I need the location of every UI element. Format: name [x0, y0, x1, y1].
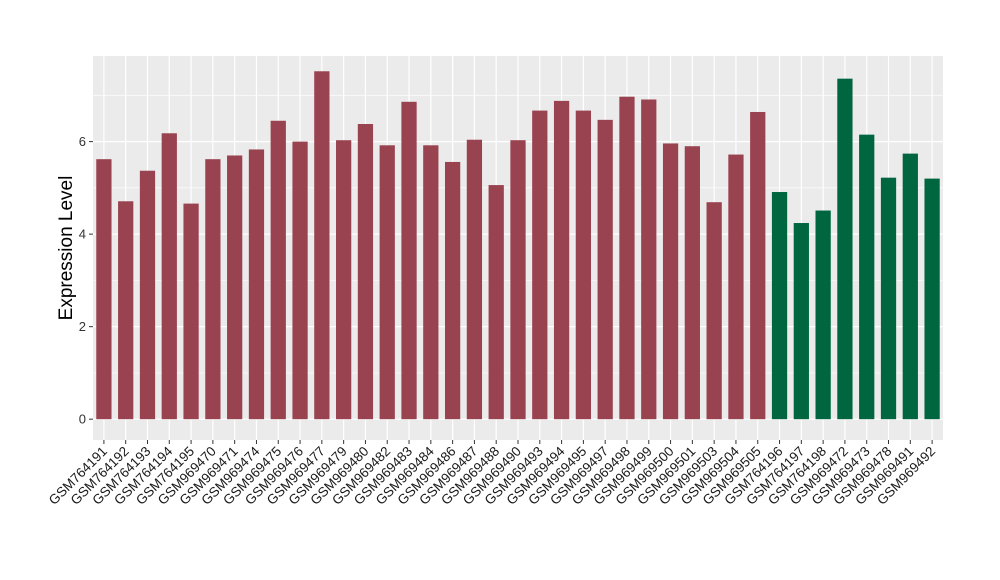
bars	[96, 71, 940, 420]
bar	[357, 124, 374, 420]
bar	[924, 178, 940, 420]
bar	[619, 96, 635, 420]
bar	[292, 141, 308, 420]
bar	[532, 110, 548, 420]
bar	[227, 155, 243, 420]
bar	[880, 177, 897, 420]
bar	[444, 161, 461, 420]
bar	[815, 210, 831, 420]
bar	[706, 202, 722, 420]
bar	[466, 139, 483, 420]
bar	[902, 153, 918, 420]
y-tick-label: 0	[79, 412, 86, 427]
bar	[837, 78, 853, 420]
bar	[750, 111, 766, 420]
bar	[183, 203, 199, 420]
bar	[401, 101, 417, 420]
x-axis: GSM764191GSM764192GSM764193GSM764194GSM7…	[46, 440, 938, 508]
bar	[379, 145, 395, 420]
bar	[662, 143, 679, 420]
bar	[336, 140, 352, 420]
bar	[205, 159, 221, 420]
bar	[553, 100, 570, 420]
y-tick-label: 4	[79, 227, 86, 242]
bar	[270, 120, 286, 420]
y-axis: 0 2 4 6	[79, 134, 93, 427]
bar	[793, 223, 809, 420]
bar	[641, 99, 657, 420]
bar	[314, 71, 330, 420]
bar	[139, 170, 156, 420]
bar	[728, 154, 744, 420]
bar	[423, 145, 439, 420]
y-axis-title: Expression Level	[56, 176, 77, 321]
bar	[684, 146, 700, 420]
bar	[488, 185, 504, 420]
y-tick-label: 6	[79, 134, 86, 149]
bar	[575, 110, 592, 420]
bar	[597, 119, 613, 420]
bar	[96, 159, 112, 420]
bar	[118, 201, 134, 420]
y-tick-label: 2	[79, 319, 86, 334]
bar	[771, 192, 788, 420]
bar	[161, 133, 177, 420]
bar	[248, 149, 265, 420]
bar	[859, 134, 875, 420]
bar	[510, 140, 526, 420]
